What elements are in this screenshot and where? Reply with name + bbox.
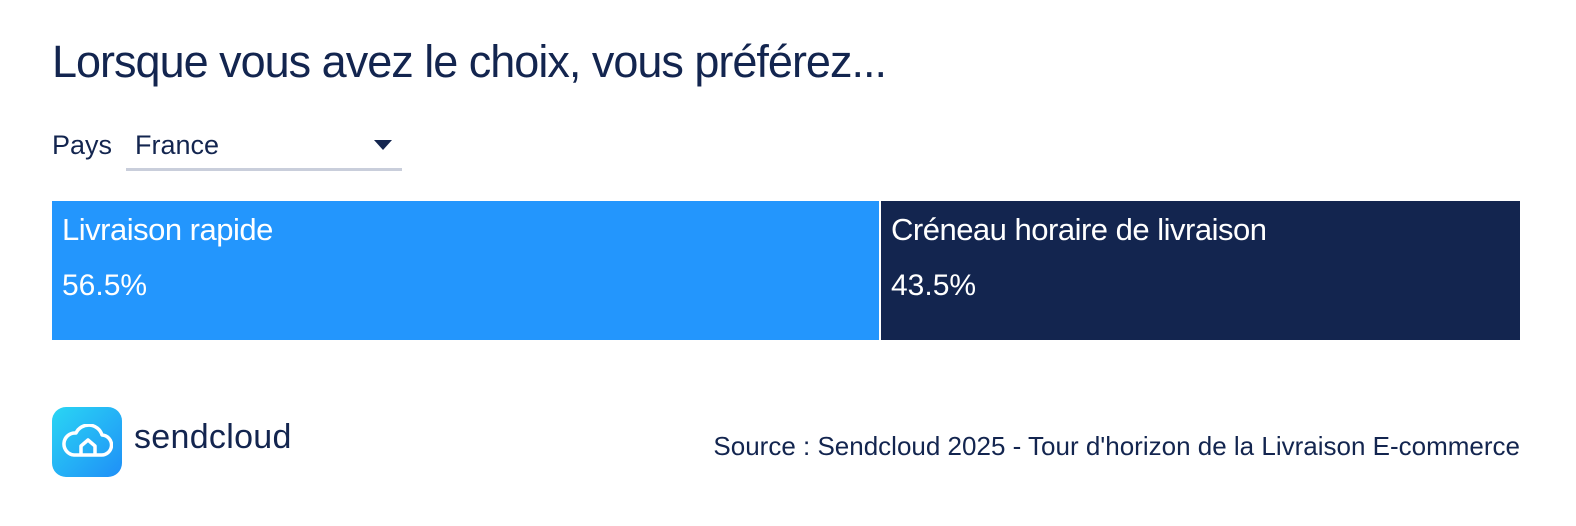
bar-segment[interactable]: Livraison rapide 56.5% xyxy=(52,201,879,340)
bar-value-label: 43.5% xyxy=(891,269,977,302)
country-filter-label: Pays xyxy=(52,130,113,160)
sendcloud-logo-icon xyxy=(52,407,122,477)
bar-segment[interactable]: Créneau horaire de livraison 43.5% xyxy=(881,201,1520,340)
source-note: Source : Sendcloud 2025 - Tour d'horizon… xyxy=(713,431,1520,461)
brand-name: sendcloud xyxy=(134,418,292,456)
bar-category-label: Livraison rapide xyxy=(62,212,273,247)
chevron-down-icon xyxy=(374,140,392,150)
country-select[interactable]: France xyxy=(126,124,402,171)
chart-title: Lorsque vous avez le choix, vous préfére… xyxy=(52,36,887,87)
stacked-bar-chart: Livraison rapide 56.5% Créneau horaire de … xyxy=(52,201,1520,340)
country-select-value: France xyxy=(135,130,220,160)
bar-value-label: 56.5% xyxy=(62,269,148,302)
bar-category-label: Créneau horaire de livraison xyxy=(891,212,1267,247)
cloud-icon xyxy=(62,424,113,457)
